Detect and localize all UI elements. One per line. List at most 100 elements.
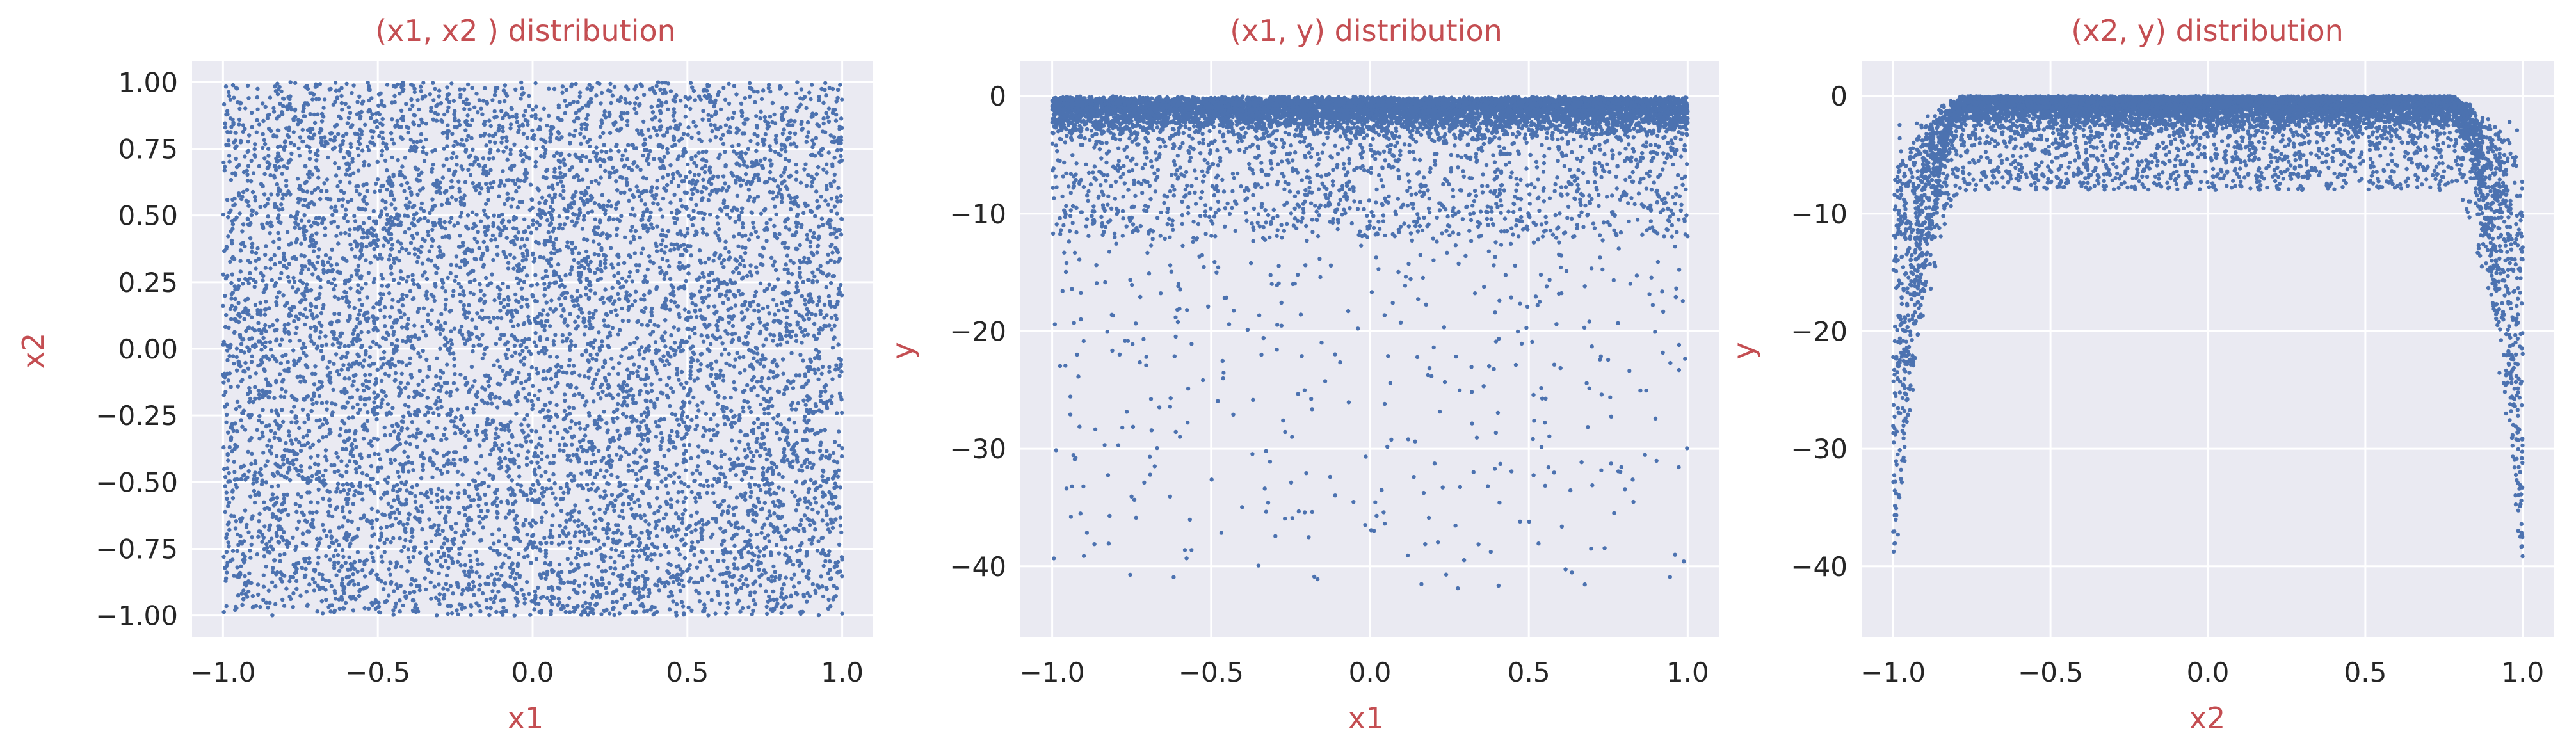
scatter-point <box>773 138 778 142</box>
scatter-point <box>579 126 584 131</box>
scatter-point <box>625 157 630 162</box>
scatter-point <box>437 598 441 602</box>
scatter-point <box>270 485 274 489</box>
scatter-point <box>407 394 411 399</box>
scatter-point <box>521 113 526 118</box>
scatter-point <box>293 215 297 220</box>
scatter-point <box>793 131 798 136</box>
scatter-point <box>791 386 796 390</box>
scatter-point <box>630 563 634 567</box>
scatter-point <box>441 453 446 458</box>
scatter-point <box>797 581 801 585</box>
scatter-point <box>426 229 430 234</box>
scatter-point <box>812 321 817 326</box>
scatter-point <box>805 591 810 596</box>
scatter-point <box>355 100 360 104</box>
scatter-point <box>471 147 475 152</box>
scatter-point <box>631 548 635 553</box>
scatter-point <box>488 168 493 172</box>
scatter-point <box>657 418 662 423</box>
scatter-point <box>387 593 391 598</box>
scatter-point <box>259 348 264 352</box>
scatter-point <box>366 81 370 85</box>
scatter-point <box>430 552 434 557</box>
scatter-point <box>584 155 589 159</box>
scatter-point <box>340 204 344 209</box>
scatter-point <box>803 496 807 501</box>
scatter-point <box>388 560 392 565</box>
scatter-point <box>756 309 761 314</box>
scatter-point <box>579 445 584 449</box>
scatter-point <box>396 281 401 285</box>
scatter-point <box>312 568 316 572</box>
scatter-point <box>637 263 642 268</box>
scatter-point <box>547 324 552 328</box>
scatter-point <box>264 300 268 304</box>
scatter-point <box>754 265 759 269</box>
scatter-point <box>522 243 527 248</box>
scatter-point <box>817 295 822 300</box>
scatter-point <box>370 525 374 530</box>
scatter-point <box>382 541 387 545</box>
scatter-point <box>248 549 252 553</box>
scatter-point <box>253 142 257 147</box>
scatter-point <box>392 216 397 221</box>
scatter-point <box>261 573 266 577</box>
scatter-point <box>786 527 791 533</box>
scatter-point <box>836 342 841 347</box>
scatter-point <box>641 293 647 298</box>
scatter-point <box>570 241 574 245</box>
scatter-point <box>324 434 329 439</box>
scatter-point <box>462 293 466 298</box>
scatter-point <box>342 439 346 444</box>
scatter-point <box>393 371 398 376</box>
scatter-point <box>478 219 483 223</box>
scatter-point <box>522 217 527 221</box>
scatter-point <box>318 330 323 335</box>
scatter-point <box>534 429 538 434</box>
scatter-point <box>828 559 832 564</box>
scatter-point <box>710 129 714 134</box>
scatter-point <box>345 400 350 405</box>
scatter-point <box>327 544 332 549</box>
scatter-point <box>239 477 243 482</box>
scatter-point <box>593 217 598 221</box>
scatter-point <box>689 530 694 534</box>
scatter-point <box>567 132 572 137</box>
scatter-point <box>616 392 621 397</box>
scatter-point <box>539 474 543 479</box>
scatter-point <box>380 148 385 153</box>
scatter-point <box>732 556 737 561</box>
scatter-point <box>806 369 811 373</box>
scatter-point <box>319 111 325 116</box>
scatter-point <box>269 192 273 197</box>
scatter-point <box>524 155 529 159</box>
scatter-point <box>690 85 695 90</box>
scatter-point <box>586 375 591 380</box>
scatter-point <box>369 463 374 469</box>
scatter-point <box>737 371 743 375</box>
scatter-point <box>604 312 609 317</box>
scatter-point <box>529 439 533 444</box>
scatter-point <box>563 111 567 115</box>
scatter-point <box>314 305 318 309</box>
scatter-point <box>524 297 529 302</box>
scatter-point <box>547 113 551 118</box>
scatter-point <box>403 526 408 531</box>
scatter-point <box>547 86 551 91</box>
scatter-point <box>566 580 570 584</box>
scatter-point <box>429 597 433 601</box>
scatter-point <box>532 607 536 612</box>
scatter-point <box>826 119 832 124</box>
scatter-point <box>394 422 399 426</box>
scatter-point <box>475 311 479 316</box>
scatter-point <box>415 192 420 197</box>
scatter-point <box>310 474 314 479</box>
scatter-point <box>834 235 839 240</box>
scatter-point <box>495 515 499 520</box>
scatter-point <box>382 305 387 310</box>
scatter-point <box>647 289 652 294</box>
scatter-point <box>469 364 474 369</box>
scatter-point <box>765 422 770 427</box>
scatter-point <box>262 312 268 317</box>
